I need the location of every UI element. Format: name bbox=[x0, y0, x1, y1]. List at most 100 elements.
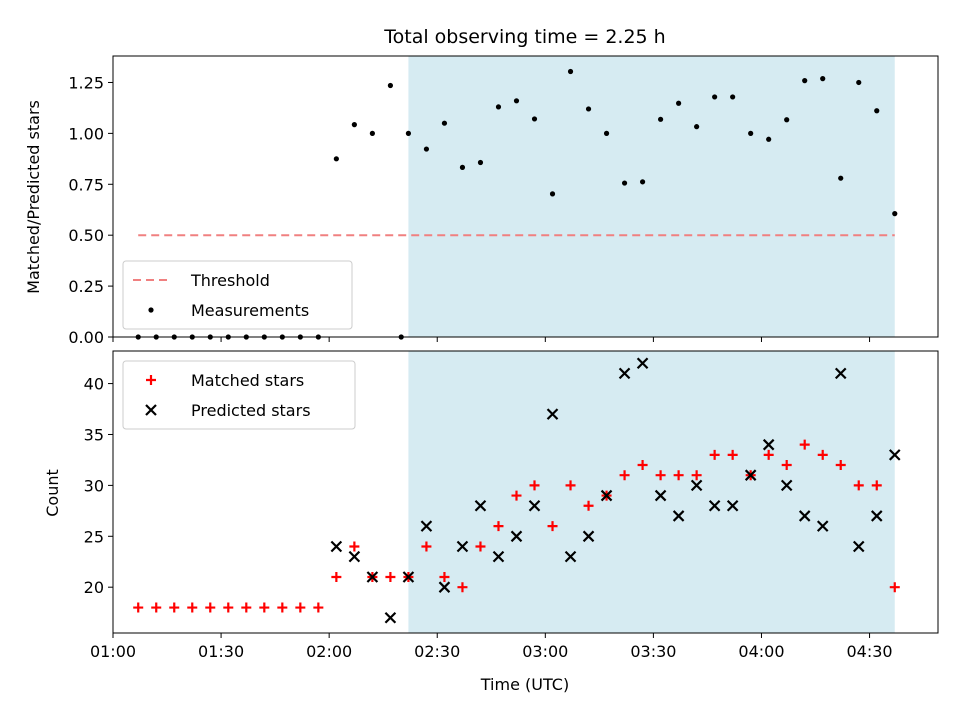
bottom-plus-0-17 bbox=[439, 572, 450, 583]
top-point-0-22 bbox=[513, 98, 520, 104]
top-point-0-14 bbox=[387, 82, 394, 89]
bottom-legend-series-1-swatch bbox=[145, 404, 157, 416]
bottom-plus-0-3 bbox=[187, 602, 198, 613]
top-point-0-23 bbox=[531, 116, 538, 122]
bottom-cross-1-24 bbox=[762, 438, 775, 451]
top-legend-series-1-label: Measurements bbox=[191, 301, 309, 320]
bottom-plus-0-19 bbox=[475, 541, 486, 552]
top-point-0-13 bbox=[369, 130, 375, 136]
bottom-y-axis-label: Count bbox=[43, 469, 62, 517]
bottom-plus-0-36 bbox=[781, 460, 792, 471]
top-y-tick-label-2: 0.50 bbox=[68, 226, 104, 245]
x-tick-label-3: 02:30 bbox=[414, 642, 460, 661]
bottom-plus-0-16 bbox=[421, 541, 432, 552]
bottom-plus-0-32 bbox=[709, 449, 720, 460]
bottom-plus-0-29 bbox=[655, 470, 666, 481]
x-tick-label-6: 04:00 bbox=[738, 642, 784, 661]
top-legend bbox=[122, 260, 353, 330]
top-point-0-40 bbox=[838, 175, 844, 181]
bottom-plus-0-39 bbox=[835, 460, 846, 471]
top-point-0-33 bbox=[712, 94, 718, 100]
bottom-plus-0-28 bbox=[637, 460, 648, 471]
bottom-legend-series-1-label: Predicted stars bbox=[191, 401, 311, 420]
bottom-plus-0-33 bbox=[727, 449, 738, 460]
top-legend-threshold-label: Threshold bbox=[190, 271, 270, 290]
top-y-tick-label-0: 0.00 bbox=[68, 328, 104, 347]
top-legend-series-1-swatch bbox=[148, 307, 154, 313]
top-axes-frame bbox=[112, 55, 939, 338]
bottom-plus-0-23 bbox=[547, 521, 558, 532]
bottom-cross-1-8 bbox=[474, 499, 487, 512]
bottom-y-tick-label-4: 40 bbox=[84, 375, 104, 394]
top-point-0-26 bbox=[585, 106, 592, 112]
x-tick-label-2: 02:00 bbox=[306, 642, 352, 661]
bottom-cross-1-7 bbox=[456, 540, 469, 553]
bottom-cross-1-19 bbox=[672, 510, 685, 522]
top-point-0-36 bbox=[766, 136, 772, 142]
bottom-axes-frame bbox=[112, 350, 939, 634]
bottom-plus-0-30 bbox=[673, 470, 684, 481]
bottom-legend bbox=[122, 360, 356, 430]
bottom-cross-1-28 bbox=[834, 367, 847, 380]
bottom-plus-0-6 bbox=[241, 602, 252, 613]
bottom-plus-0-0 bbox=[133, 602, 144, 613]
bottom-plus-0-42 bbox=[889, 582, 900, 593]
top-y-tick-label-3: 0.75 bbox=[68, 175, 104, 194]
top-y-tick-label-4: 1.00 bbox=[68, 124, 104, 143]
bottom-cross-1-5 bbox=[420, 520, 433, 532]
top-point-0-41 bbox=[856, 79, 862, 86]
bottom-plus-0-1 bbox=[151, 602, 162, 613]
x-tick-label-0: 01:00 bbox=[90, 642, 136, 661]
bottom-cross-1-22 bbox=[726, 499, 739, 512]
bottom-y-tick-label-1: 25 bbox=[84, 527, 104, 546]
top-point-0-25 bbox=[567, 68, 574, 75]
bottom-cross-1-4 bbox=[402, 571, 415, 583]
top-point-0-29 bbox=[639, 179, 646, 185]
x-axis-label: Time (UTC) bbox=[480, 675, 569, 694]
bottom-observing-window bbox=[408, 351, 895, 633]
top-point-0-39 bbox=[820, 76, 826, 82]
x-tick-label-4: 03:00 bbox=[522, 642, 568, 661]
bottom-cross-1-31 bbox=[888, 449, 901, 461]
bottom-cross-1-16 bbox=[618, 367, 631, 380]
ratio-panel: 0.00 0.25 0.50 0.75 1.00 1.25 Threshold Measure… bbox=[68, 55, 939, 347]
bottom-plus-0-4 bbox=[205, 602, 216, 613]
bottom-cross-1-11 bbox=[528, 499, 541, 512]
top-point-0-30 bbox=[657, 116, 664, 122]
top-y-tick-label-5: 1.25 bbox=[68, 73, 104, 92]
bottom-cross-1-1 bbox=[348, 550, 361, 563]
x-tick-label-5: 03:30 bbox=[630, 642, 676, 661]
top-point-0-21 bbox=[495, 104, 502, 110]
bottom-plus-0-10 bbox=[313, 602, 324, 613]
bottom-cross-1-20 bbox=[690, 479, 703, 492]
bottom-cross-1-27 bbox=[816, 520, 829, 532]
bottom-plus-0-8 bbox=[277, 602, 288, 613]
bottom-plus-0-27 bbox=[619, 470, 630, 481]
top-point-0-18 bbox=[441, 120, 448, 126]
bottom-legend-series-0-swatch bbox=[146, 375, 156, 385]
bottom-cross-1-29 bbox=[852, 540, 865, 553]
top-point-0-35 bbox=[748, 130, 754, 136]
bottom-cross-1-3 bbox=[384, 611, 397, 624]
bottom-plus-0-12 bbox=[349, 541, 360, 552]
top-point-0-16 bbox=[405, 130, 412, 136]
x-tick-label-1: 01:30 bbox=[198, 642, 244, 661]
bottom-plus-0-41 bbox=[871, 480, 882, 491]
bottom-cross-1-23 bbox=[744, 469, 757, 481]
bottom-plus-0-2 bbox=[169, 602, 180, 613]
top-point-0-42 bbox=[874, 108, 880, 114]
bottom-cross-1-21 bbox=[708, 499, 721, 512]
bottom-plus-0-31 bbox=[691, 470, 702, 481]
bottom-cross-1-12 bbox=[546, 408, 559, 420]
bottom-plus-0-9 bbox=[295, 602, 306, 613]
x-tick-label-7: 04:30 bbox=[846, 642, 892, 661]
bottom-y-tick-label-0: 20 bbox=[84, 578, 104, 597]
bottom-plus-0-20 bbox=[493, 521, 504, 532]
bottom-cross-1-10 bbox=[510, 530, 523, 543]
bottom-plus-0-40 bbox=[853, 480, 864, 491]
top-point-0-31 bbox=[676, 100, 682, 106]
top-point-0-19 bbox=[459, 164, 466, 170]
bottom-plus-0-18 bbox=[457, 582, 468, 593]
bottom-cross-1-26 bbox=[798, 510, 811, 522]
